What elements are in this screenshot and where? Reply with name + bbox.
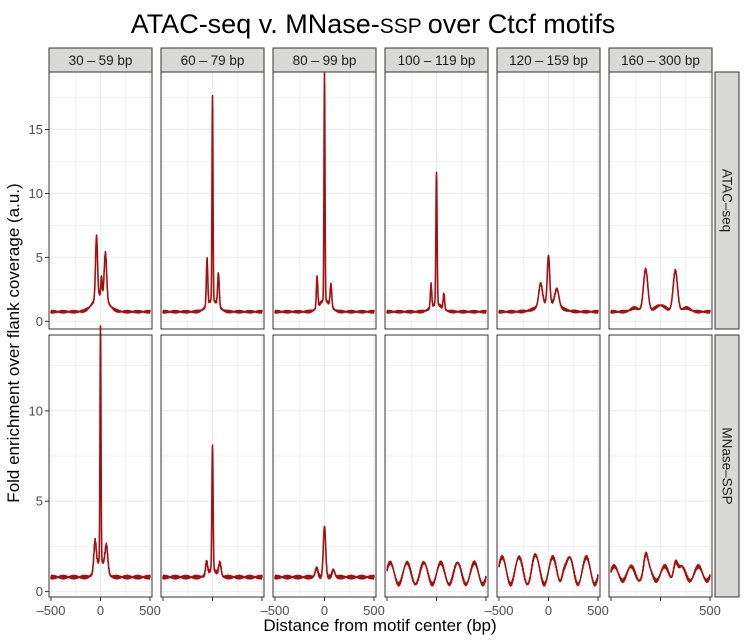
series-line [274,525,375,580]
column-strip [48,47,153,73]
row-strip-label: MNase–SSP [720,427,735,504]
panel-border [384,71,489,330]
column-strip [496,47,601,73]
y-tick-label: 10 [29,403,43,418]
chart-title-tail: over Ctcf motifs [428,9,616,39]
series-line [274,71,375,314]
y-tick-label: 0 [36,314,43,329]
row-strip [714,334,740,598]
x-tick-label: 0 [545,603,552,618]
x-tick-label: 0 [97,603,104,618]
series-line [162,444,263,580]
series-line [610,267,711,314]
series-line [50,234,151,314]
series-line [610,551,711,584]
chart-title-subscript: SSP [380,15,422,38]
column-strip-label: 60 – 79 bp [181,53,245,68]
y-tick-label: 10 [29,186,43,201]
x-tick-label: 500 [139,603,161,618]
column-strip [608,47,713,73]
chart-title-main: ATAC-seq v. MNase- [131,9,380,39]
chart-title: ATAC-seq v. MNase-SSP over Ctcf motifs [131,9,616,39]
panel-border [496,71,601,330]
series-line [498,553,599,587]
x-tick-label: –500 [37,603,66,618]
y-tick-label: 5 [36,250,43,265]
panel-border [272,71,377,330]
row-strip [714,71,740,330]
x-tick-label: 500 [363,603,385,618]
x-axis-title: Distance from motif center (bp) [263,616,496,635]
y-axis-title: Fold enrichment over flank coverage (a.u… [4,183,23,502]
x-tick-label: –500 [261,603,290,618]
column-strip-label: 80 – 99 bp [293,53,357,68]
column-strip [384,47,489,73]
x-tick-label: 500 [587,603,609,618]
panel-border [160,71,265,330]
series-line [162,94,263,314]
x-tick-label: 500 [699,603,721,618]
series-line [498,254,599,314]
column-strip [160,47,265,73]
column-strip [272,47,377,73]
panel-border [608,71,713,330]
series-line [386,560,487,587]
y-tick-label: 0 [36,584,43,599]
column-strip-label: 30 – 59 bp [69,53,133,68]
y-tick-label: 15 [29,122,43,137]
row-strip-label: ATAC–seq [720,169,735,232]
facet-panels: 30 – 59 bp 60 – 79 bp 80 – 99 bp 100 – 119 … [29,47,740,618]
x-tick-label: 0 [321,603,328,618]
column-strip-label: 100 – 119 bp [398,53,476,68]
y-tick-label: 5 [36,494,43,509]
series-line [50,325,151,580]
x-tick-label: –500 [485,603,514,618]
column-strip-label: 160 – 300 bp [621,53,700,68]
series-line [386,171,487,314]
column-strip-label: 120 – 159 bp [509,53,588,68]
